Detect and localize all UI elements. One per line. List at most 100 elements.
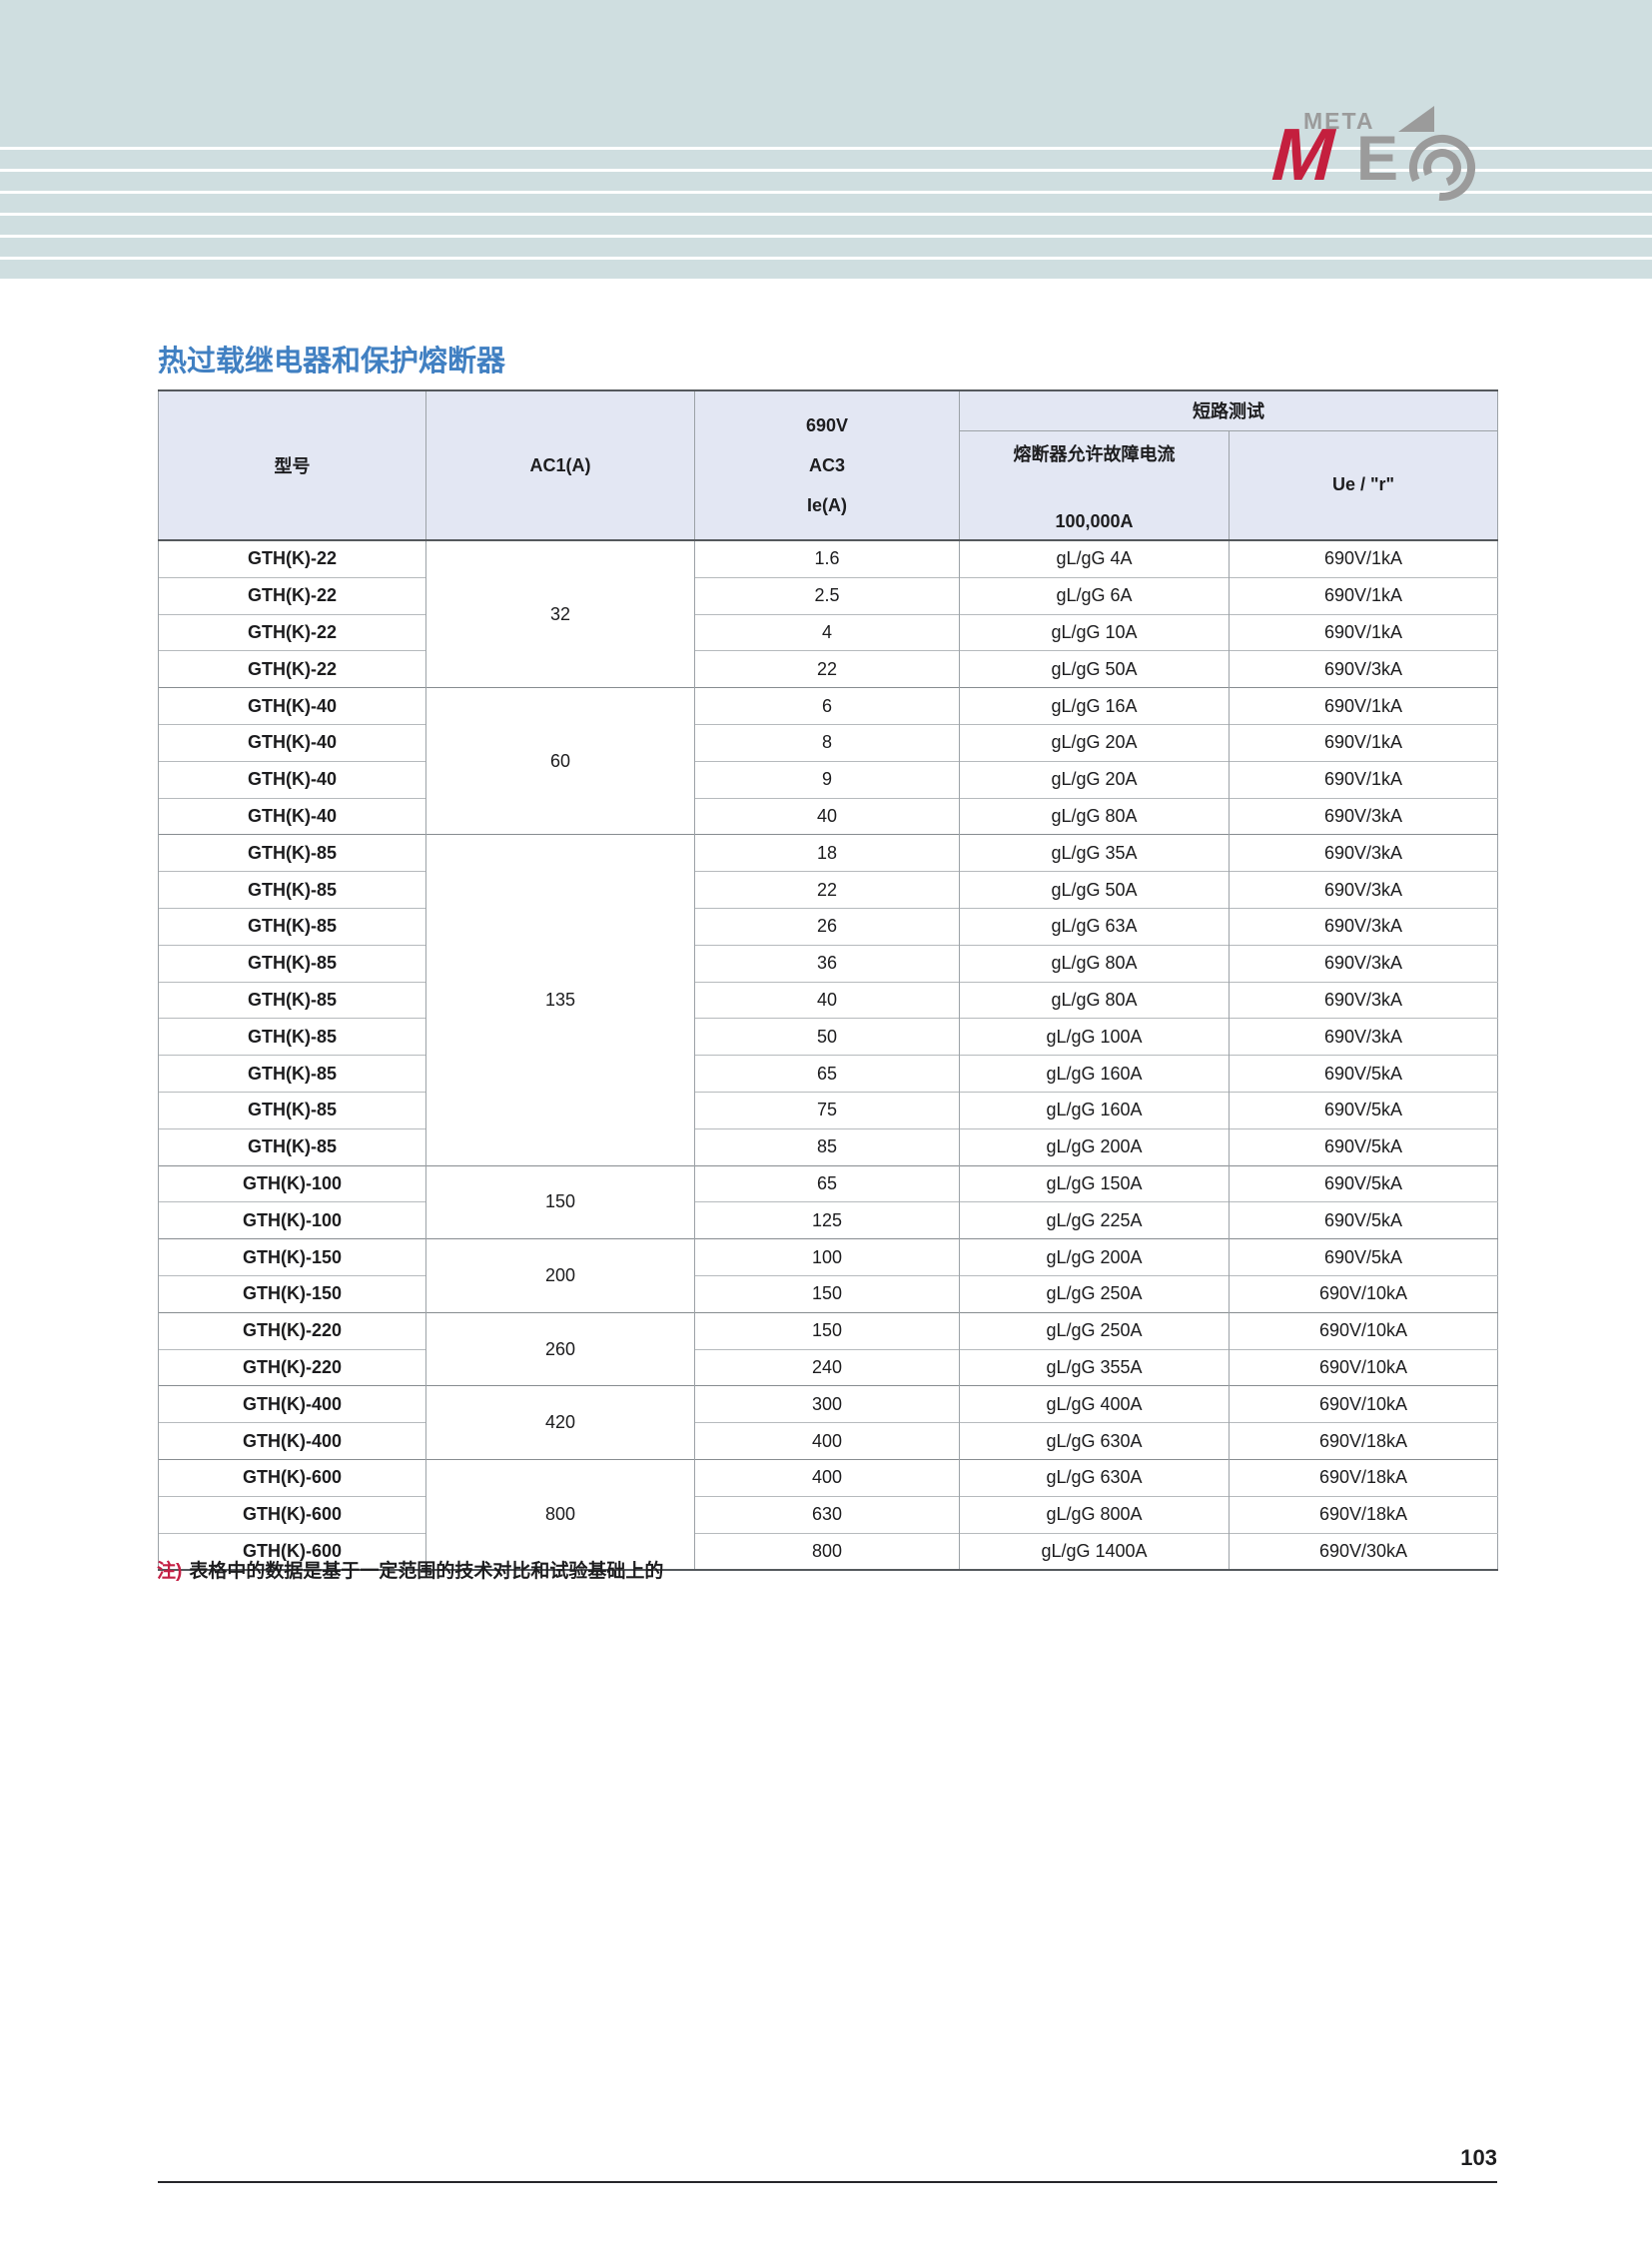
table-row: GTH(K)-85 36 gL/gG 80A 690V/3kA: [158, 944, 1498, 983]
model-cell: GTH(K)-85: [158, 871, 426, 909]
fuse-cell: gL/gG 50A: [959, 871, 1230, 909]
col-header-model: 型号: [158, 390, 426, 541]
ie-cell: 400: [694, 1458, 960, 1497]
ie-cell: 85: [694, 1127, 960, 1166]
fuse-cell: gL/gG 200A: [959, 1238, 1230, 1276]
ac1-cell: 60: [425, 687, 695, 835]
spec-table-header: 型号 AC1(A) 690V AC3 Ie(A) 短路测试 熔断器允许故障电流 …: [158, 390, 1498, 541]
ue-cell: 690V/10kA: [1229, 1311, 1498, 1350]
ue-cell: 690V/1kA: [1229, 687, 1498, 725]
fuse-cell: gL/gG 150A: [959, 1164, 1230, 1202]
ie-cell: 50: [694, 1018, 960, 1056]
model-cell: GTH(K)-100: [158, 1201, 426, 1239]
ac1-cell: 135: [425, 834, 695, 1166]
model-cell: GTH(K)-22: [158, 613, 426, 651]
model-cell: GTH(K)-400: [158, 1422, 426, 1460]
fuse-cell: gL/gG 400A: [959, 1385, 1230, 1423]
ue-cell: 690V/3kA: [1229, 834, 1498, 872]
model-cell: GTH(K)-600: [158, 1458, 426, 1497]
fuse-cell: gL/gG 250A: [959, 1274, 1230, 1313]
model-cell: GTH(K)-40: [158, 797, 426, 835]
page-number: 103: [1460, 2145, 1497, 2170]
model-cell: GTH(K)-600: [158, 1495, 426, 1534]
fuse-cell: gL/gG 50A: [959, 650, 1230, 688]
model-cell: GTH(K)-85: [158, 907, 426, 946]
ac1-cell: 260: [425, 1311, 695, 1386]
fuse-cell: gL/gG 35A: [959, 834, 1230, 872]
table-row: GTH(K)-22 4 gL/gG 10A 690V/1kA: [158, 613, 1498, 651]
ue-cell: 690V/1kA: [1229, 539, 1498, 578]
table-row: GTH(K)-600 800 400 gL/gG 630A 690V/18kA: [158, 1458, 1498, 1571]
ac1-cell: 200: [425, 1238, 695, 1313]
ie-cell: 40: [694, 797, 960, 835]
fuse-cell: gL/gG 355A: [959, 1348, 1230, 1386]
table-row: GTH(K)-400 420 300 gL/gG 400A 690V/10kA: [158, 1385, 1498, 1460]
table-row: GTH(K)-600 800 gL/gG 1400A 690V/30kA: [158, 1532, 1498, 1571]
ie-cell: 400: [694, 1422, 960, 1460]
model-cell: GTH(K)-85: [158, 1127, 426, 1166]
model-cell: GTH(K)-22: [158, 539, 426, 578]
table-row: GTH(K)-85 40 gL/gG 80A 690V/3kA: [158, 981, 1498, 1019]
ie-cell: 800: [694, 1532, 960, 1571]
ie-cell: 22: [694, 871, 960, 909]
model-cell: GTH(K)-150: [158, 1238, 426, 1276]
ue-cell: 690V/5kA: [1229, 1091, 1498, 1129]
col-header-ac1: AC1(A): [425, 390, 695, 541]
model-cell: GTH(K)-85: [158, 981, 426, 1019]
ie-cell: 240: [694, 1348, 960, 1386]
logo-flag-icon: [1398, 106, 1434, 132]
ac1-cell: 800: [425, 1458, 695, 1571]
header-band-stripes: [0, 147, 1652, 279]
table-row: GTH(K)-100 150 65 gL/gG 150A 690V/5kA: [158, 1164, 1498, 1239]
ue-cell: 690V/5kA: [1229, 1055, 1498, 1093]
table-row: GTH(K)-220 260 150 gL/gG 250A 690V/10kA: [158, 1311, 1498, 1386]
model-cell: GTH(K)-85: [158, 1091, 426, 1129]
ie-cell: 1.6: [694, 539, 960, 578]
table-row: GTH(K)-100 125 gL/gG 225A 690V/5kA: [158, 1201, 1498, 1239]
logo-e-letter: E: [1356, 124, 1399, 194]
ie-cell: 22: [694, 650, 960, 688]
fuse-cell: gL/gG 630A: [959, 1458, 1230, 1497]
fuse-cell: gL/gG 6A: [959, 576, 1230, 615]
footnote: 注) 表格中的数据是基于一定范围的技术对比和试验基础上的: [157, 1556, 663, 1583]
fuse-cell: gL/gG 20A: [959, 760, 1230, 799]
model-cell: GTH(K)-220: [158, 1348, 426, 1386]
model-cell: GTH(K)-220: [158, 1311, 426, 1350]
ue-cell: 690V/10kA: [1229, 1274, 1498, 1313]
table-row: GTH(K)-40 9 gL/gG 20A 690V/1kA: [158, 760, 1498, 799]
spec-table-body: GTH(K)-22 32 1.6 gL/gG 4A 690V/1kA GTH(K)-22…: [158, 539, 1498, 1571]
ue-cell: 690V/10kA: [1229, 1385, 1498, 1423]
fuse-cell: gL/gG 100A: [959, 1018, 1230, 1056]
model-cell: GTH(K)-40: [158, 687, 426, 725]
ue-cell: 690V/30kA: [1229, 1532, 1498, 1571]
ie-cell: 18: [694, 834, 960, 872]
ie-cell: 65: [694, 1164, 960, 1202]
ue-cell: 690V/1kA: [1229, 613, 1498, 651]
table-row: GTH(K)-22 2.5 gL/gG 6A 690V/1kA: [158, 576, 1498, 615]
ie-cell: 75: [694, 1091, 960, 1129]
fuse-cell: gL/gG 63A: [959, 907, 1230, 946]
col-header-fuse: 熔断器允许故障电流 100,000A: [959, 430, 1230, 541]
table-row: GTH(K)-85 22 gL/gG 50A 690V/3kA: [158, 871, 1498, 909]
ue-cell: 690V/1kA: [1229, 723, 1498, 762]
ue-cell: 690V/3kA: [1229, 907, 1498, 946]
model-cell: GTH(K)-85: [158, 944, 426, 983]
footer-rule: [158, 2181, 1497, 2183]
ue-cell: 690V/5kA: [1229, 1127, 1498, 1166]
table-row: GTH(K)-85 65 gL/gG 160A 690V/5kA: [158, 1055, 1498, 1093]
page-title: 热过载继电器和保护熔断器: [158, 346, 506, 377]
table-row: GTH(K)-400 400 gL/gG 630A 690V/18kA: [158, 1422, 1498, 1460]
table-row: GTH(K)-600 630 gL/gG 800A 690V/18kA: [158, 1495, 1498, 1534]
ie-cell: 40: [694, 981, 960, 1019]
ie-cell: 150: [694, 1274, 960, 1313]
model-cell: GTH(K)-600: [158, 1532, 426, 1571]
ie-cell: 6: [694, 687, 960, 725]
fuse-cell: gL/gG 160A: [959, 1055, 1230, 1093]
fuse-cell: gL/gG 225A: [959, 1201, 1230, 1239]
ue-cell: 690V/1kA: [1229, 576, 1498, 615]
ue-cell: 690V/3kA: [1229, 797, 1498, 835]
ue-cell: 690V/3kA: [1229, 981, 1498, 1019]
ie-cell: 9: [694, 760, 960, 799]
header-band: [0, 0, 1652, 147]
